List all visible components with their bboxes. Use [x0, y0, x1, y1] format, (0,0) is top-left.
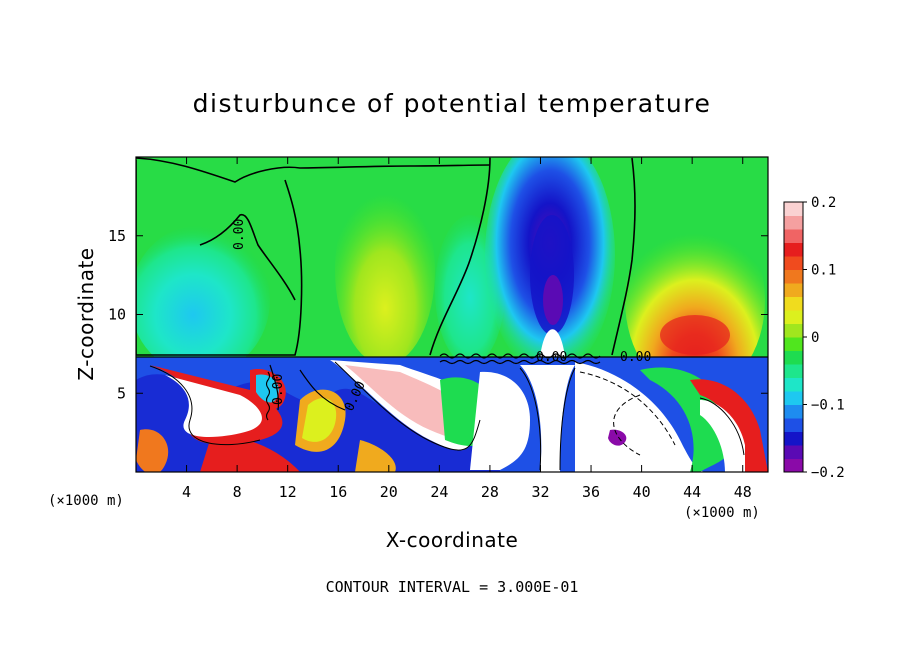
- colorbar-swatch: [784, 404, 803, 419]
- x-tick-label: 36: [582, 483, 600, 501]
- colorbar-tick-label: 0: [811, 330, 819, 346]
- x-tick-label: 44: [683, 483, 701, 501]
- x-axis-label: X-coordinate: [386, 528, 519, 552]
- contour-label: 0.00: [232, 219, 247, 250]
- x-unit-right: (×1000 m): [684, 505, 760, 521]
- x-tick-label: 24: [430, 483, 448, 501]
- colorbar-swatch: [784, 242, 803, 257]
- colorbar-swatch: [784, 350, 803, 365]
- colorbar-swatch: [784, 296, 803, 311]
- y-tick-label: 5: [117, 384, 126, 402]
- x-tick-label: 4: [182, 483, 191, 501]
- colorbar-swatch: [784, 458, 803, 473]
- contour-label: 0.00: [620, 350, 651, 365]
- colorbar-ticks: 0.2 0.1 0 −0.1 −0.2: [803, 195, 845, 481]
- colorbar: [784, 202, 803, 473]
- colorbar-tick-label: −0.2: [811, 465, 845, 481]
- x-tick-label: 32: [531, 483, 549, 501]
- colorbar-swatch: [784, 283, 803, 297]
- colorbar-swatch: [784, 256, 803, 270]
- x-tick-label: 20: [380, 483, 398, 501]
- contour-field: [136, 157, 768, 472]
- x-tick-label: 28: [481, 483, 499, 501]
- interface-band: [265, 353, 601, 421]
- colorbar-swatch: [784, 445, 803, 459]
- colorbar-swatch: [784, 323, 803, 338]
- x-tick-label: 16: [329, 483, 347, 501]
- colorbar-swatch: [784, 377, 803, 392]
- cold-core-base: [540, 329, 565, 357]
- colorbar-swatch: [784, 215, 803, 230]
- contour-label: 0.00: [536, 350, 567, 365]
- warm-core-right: [660, 315, 730, 355]
- x-tick-label: 48: [734, 483, 752, 501]
- warm-band-center: [335, 175, 435, 365]
- contour-interval-annotation: CONTOUR INTERVAL = 3.000E-01: [326, 578, 579, 596]
- colorbar-tick-label: 0.1: [811, 263, 836, 279]
- warm-region-right: [625, 205, 765, 395]
- colorbar-tick-label: 0.2: [811, 195, 836, 211]
- colorbar-swatch: [784, 418, 803, 432]
- x-tick-label: 40: [633, 483, 651, 501]
- cold-core-purple: [543, 275, 563, 325]
- colorbar-swatch: [784, 229, 803, 243]
- y-axis-ticks: 5 10 15: [108, 227, 768, 402]
- contour-label: 0.00: [271, 374, 286, 405]
- cold-core-inner: [530, 215, 574, 335]
- y-tick-label: 10: [108, 306, 126, 324]
- colorbar-tick-label: −0.1: [811, 398, 845, 414]
- x-tick-label: 8: [233, 483, 242, 501]
- x-tick-label: 12: [279, 483, 297, 501]
- colorbar-swatch: [784, 391, 803, 405]
- colorbar-swatch: [784, 310, 803, 324]
- colorbar-swatch: [784, 431, 803, 446]
- contour-lines: [136, 157, 768, 471]
- turbulent-layer: [136, 357, 768, 472]
- colorbar-swatch: [784, 364, 803, 378]
- cool-region-left: [136, 225, 270, 375]
- x-axis-ticks: 4 8 12 16 20 24 28 32 36 40 44 48: [182, 157, 752, 501]
- x-unit-left: (×1000 m): [48, 493, 124, 509]
- chart-title: disturbunce of potential temperature: [193, 89, 712, 118]
- colorbar-swatch: [784, 337, 803, 351]
- y-tick-label: 15: [108, 227, 126, 245]
- y-axis-label: Z-coordinate: [74, 247, 98, 380]
- colorbar-swatch: [784, 269, 803, 284]
- colorbar-swatch: [784, 202, 803, 216]
